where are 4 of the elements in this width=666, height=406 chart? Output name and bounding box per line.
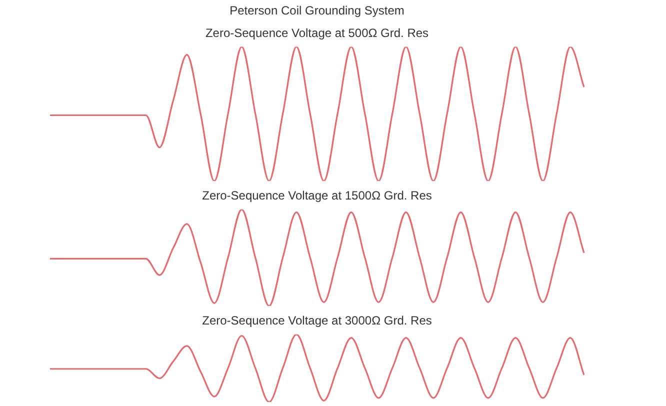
chart-subtitle: Zero-Sequence Voltage at 500Ω Grd. Res: [205, 26, 429, 40]
chart-title: Zero-Sequence Voltage at 3000Ω Grd. Res: [202, 314, 432, 328]
chart-title: Peterson Coil Grounding System: [230, 4, 404, 18]
chart-title: Zero-Sequence Voltage at 1500Ω Grd. Res: [202, 188, 432, 203]
